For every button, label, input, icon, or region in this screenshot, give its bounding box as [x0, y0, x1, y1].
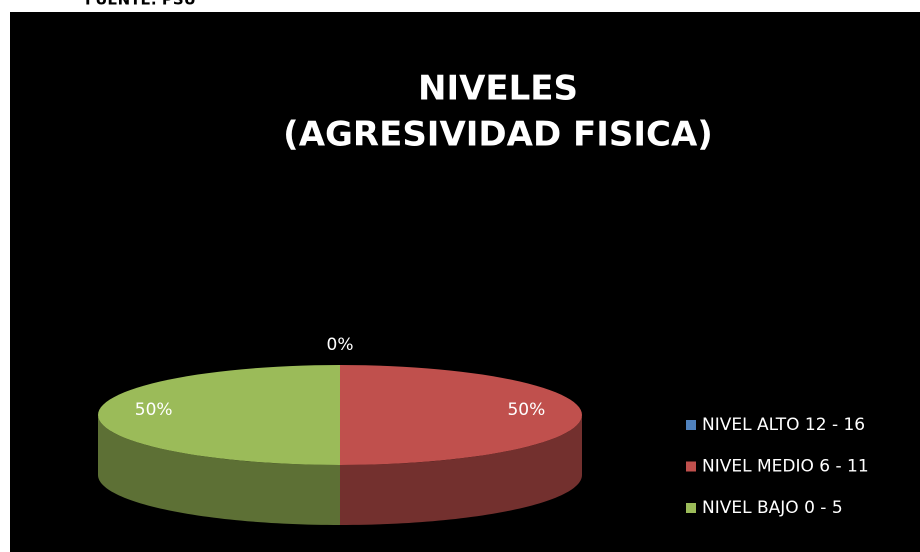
chart-subtitle: (AGRESIVIDAD FISICA)	[283, 115, 713, 155]
data-label: 50%	[135, 400, 173, 420]
source-note: FUENTE: PSU	[85, 0, 196, 9]
slice-side	[340, 415, 582, 525]
legend-label: NIVEL MEDIO 6 - 11	[702, 457, 869, 477]
legend-swatch	[686, 420, 696, 430]
legend-label: NIVEL ALTO 12 - 16	[702, 415, 865, 435]
slice	[98, 365, 340, 465]
legend-label: NIVEL BAJO 0 - 5	[702, 498, 843, 518]
data-label: 50%	[507, 400, 545, 420]
legend-swatch	[686, 503, 696, 513]
chart-title: NIVELES	[418, 69, 578, 109]
data-label: 0%	[327, 335, 354, 355]
slice-side	[98, 415, 340, 525]
slice	[340, 365, 582, 465]
legend-swatch	[686, 461, 696, 472]
